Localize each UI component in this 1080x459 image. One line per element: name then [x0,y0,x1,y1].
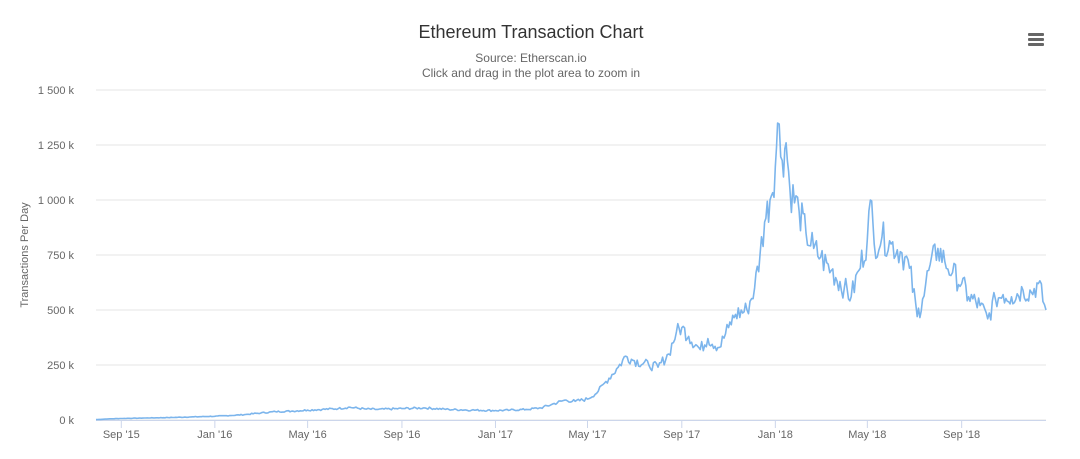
x-tick-label: Sep '15 [103,429,140,441]
chart-title: Ethereum Transaction Chart [418,22,644,42]
y-tick-label: 1 000 k [38,195,75,207]
x-tick-label: Sep '17 [663,429,700,441]
x-tick-label: Sep '18 [943,429,980,441]
x-tick-label: May '18 [848,429,886,441]
x-tick-label: Sep '16 [383,429,420,441]
x-tick-label: May '16 [289,429,327,441]
hamburger-menu-icon[interactable] [1028,33,1044,47]
y-tick-label: 250 k [47,360,74,372]
y-tick-label: 1 500 k [38,85,75,97]
series-group[interactable] [95,122,1047,421]
x-axis [96,420,1046,428]
series-line-transactions[interactable] [95,122,1047,421]
x-tick-label: Jan '17 [478,429,513,441]
x-tick-label: Jan '16 [197,429,232,441]
chart-subtitle-zoom-hint: Click and drag in the plot area to zoom … [421,66,641,80]
y-axis-labels: 0 k 250 k 500 k 750 k 1 000 k 1 250 k 1 500 k [38,85,75,427]
y-tick-label: 500 k [47,305,74,317]
x-tick-label: May '17 [568,429,606,441]
x-axis-labels: Sep '15 Jan '16 May '16 Sep '16 Jan '17 May '… [103,429,980,441]
x-tick-label: Jan '18 [758,429,793,441]
y-tick-label: 1 250 k [38,140,75,152]
y-axis-title: Transactions Per Day [19,202,31,308]
y-tick-label: 0 k [59,415,74,427]
grid-lines [96,89,1046,421]
chart-subtitle-source: Source: Etherscan.io [475,51,587,65]
y-tick-label: 750 k [47,250,74,262]
